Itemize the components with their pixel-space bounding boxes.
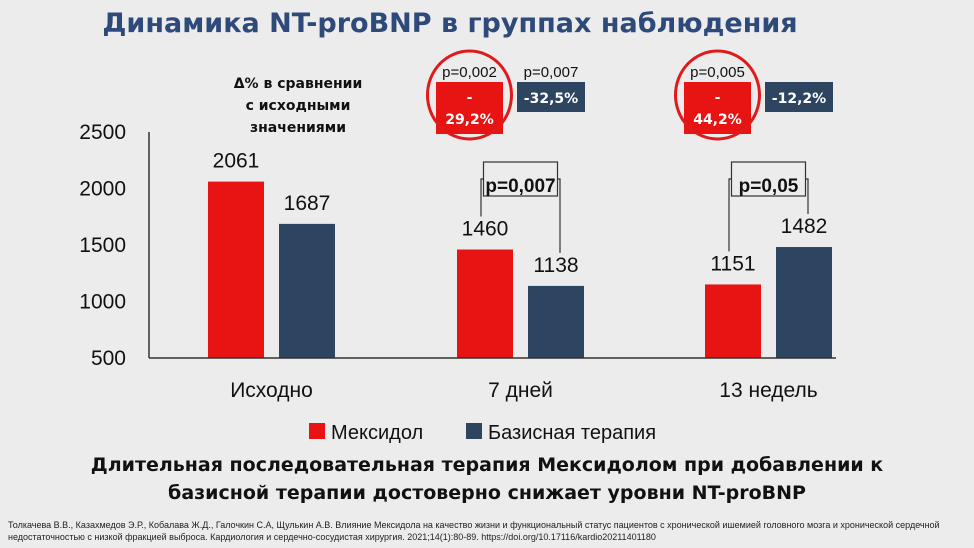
data-label: 2061	[213, 150, 260, 173]
highlight-circle	[674, 49, 761, 141]
bar	[776, 247, 832, 358]
legend-swatch	[309, 423, 325, 439]
data-label: 1687	[284, 192, 331, 215]
delta-value-mexidol: -	[467, 90, 473, 106]
x-tick-label: Исходно	[230, 379, 313, 402]
delta-value-mexidol: 44,2%	[693, 112, 742, 128]
delta-label-line: значениями	[249, 120, 347, 136]
delta-box-mexidol	[684, 82, 751, 134]
delta-value-basic: -12,2%	[772, 91, 826, 107]
conclusion: Длительная последовательная терапия Мекс…	[0, 451, 974, 507]
significance-label: p=0,007	[485, 176, 555, 197]
y-tick-label: 2000	[79, 178, 126, 201]
bar	[705, 284, 761, 358]
y-tick-label: 1000	[79, 291, 126, 314]
page-title: Динамика NT-proBNP в группах наблюдения	[102, 8, 798, 39]
bar	[528, 285, 584, 358]
delta-box-mexidol	[436, 82, 503, 134]
y-tick-label: 2500	[79, 121, 126, 144]
delta-value-mexidol: -	[715, 90, 721, 106]
delta-label: Δ% в сравнении с исходными значениями	[218, 73, 378, 139]
reference: Толкачева В.В., Казахмедов Э.Р., Кобалав…	[8, 520, 940, 542]
data-label: 1151	[710, 252, 755, 275]
delta-value-mexidol: 29,2%	[445, 112, 494, 128]
conclusion-line: Длительная последовательная терапия Мекс…	[90, 454, 884, 476]
p-value-basic: p=0,007	[524, 64, 579, 81]
delta-value-basic: -32,5%	[524, 91, 578, 107]
x-tick-label: 7 дней	[488, 379, 553, 402]
significance-box	[482, 161, 559, 197]
p-value-mexidol: p=0,005	[690, 64, 745, 81]
y-tick-label: 1500	[79, 234, 126, 257]
delta-box-basic	[517, 82, 585, 112]
legend-label: Базисная терапия	[488, 422, 656, 444]
data-label: 1460	[462, 218, 509, 241]
delta-label-line: с исходными	[245, 98, 351, 114]
conclusion-line: базисной терапии достоверно снижает уров…	[168, 482, 806, 504]
data-label: 1482	[781, 215, 828, 238]
bar	[208, 181, 264, 358]
y-tick-label: 500	[91, 347, 126, 370]
legend-swatch	[466, 423, 482, 439]
bar	[457, 249, 513, 358]
significance-label: p=0,05	[739, 176, 799, 197]
significance-box	[730, 161, 807, 197]
legend-label: Мексидол	[331, 422, 423, 444]
data-label: 1138	[533, 254, 578, 277]
p-value-mexidol: p=0,002	[442, 64, 497, 81]
highlight-circle	[426, 49, 513, 141]
bar	[279, 223, 335, 358]
delta-label-line: Δ% в сравнении	[233, 76, 363, 92]
x-tick-label: 13 недель	[719, 379, 817, 402]
delta-box-basic	[765, 82, 833, 112]
